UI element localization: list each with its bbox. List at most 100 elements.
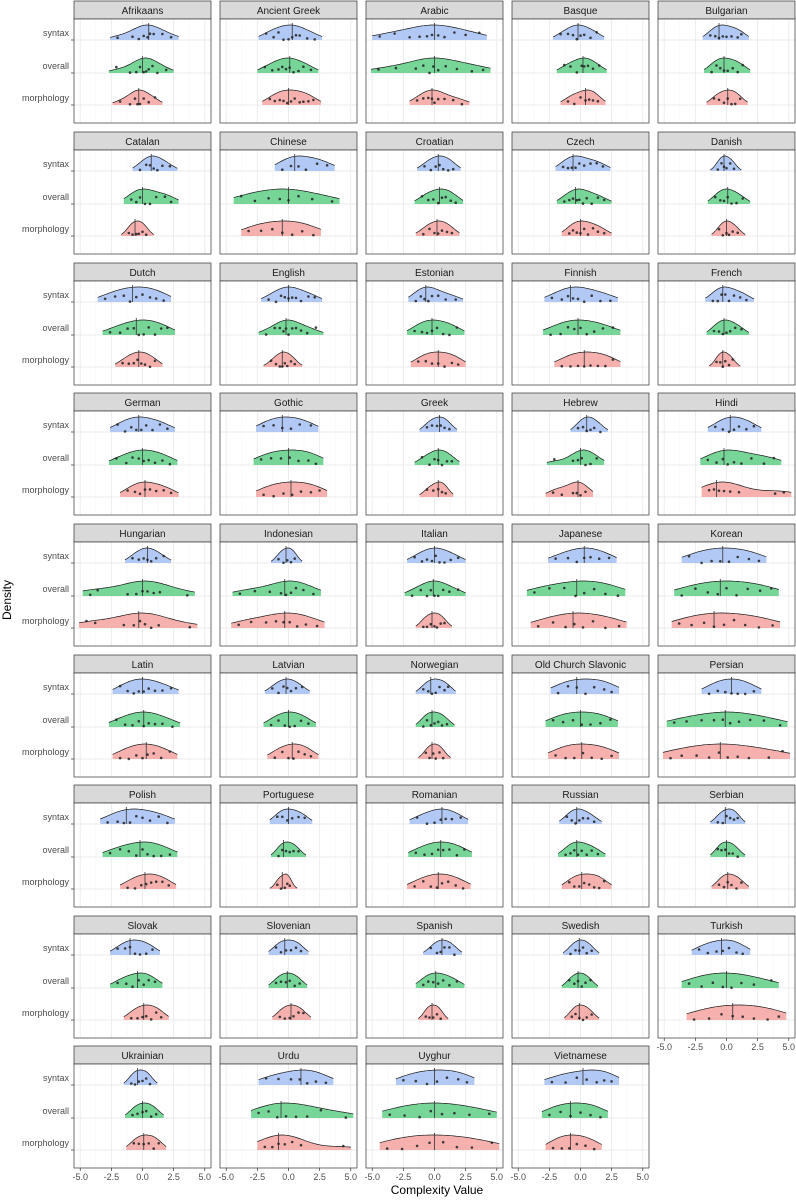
morphology-data-point [312,233,315,237]
syntax-data-point [161,689,164,692]
overall-data-point [463,848,466,851]
morphology-data-point [736,755,739,758]
panel-border [365,410,504,516]
overall-data-point [436,848,440,852]
morphology-data-point [282,620,285,624]
syntax-data-point [281,426,284,430]
overall-data-point [576,853,580,856]
morphology-data-point [743,623,747,627]
morphology-data-point [445,230,449,234]
morphology-density-ridge [409,90,470,105]
syntax-data-point [169,35,173,39]
overall-data-point [553,458,556,461]
morphology-data-point [289,360,293,363]
morphology-data-point [417,360,420,363]
syntax-data-point [727,430,731,434]
syntax-data-point [166,427,169,431]
overall-data-point [96,588,99,592]
morphology-data-point [717,227,721,231]
overall-data-point [591,67,595,70]
syntax-data-point [289,689,293,693]
panel-border [365,541,504,647]
overall-data-point [712,718,716,722]
overall-data-point [548,587,551,590]
overall-data-point [268,590,272,594]
facet-panel: Italian [365,523,504,647]
overall-data-point [559,332,562,336]
morphology-data-point [602,879,606,883]
panel-border [657,541,796,647]
y-tick-label-syntax: syntax [43,290,70,300]
overall-data-point [720,848,723,852]
syntax-density-ridge [264,679,310,694]
y-tick-label-overall: overall [42,61,69,71]
overall-data-point [433,594,436,598]
syntax-data-point [585,951,588,955]
syntax-data-point [721,35,725,38]
morphology-data-point [578,1016,581,1020]
overall-data-point [305,331,309,335]
overall-data-point [428,463,431,467]
overall-data-point [440,196,444,199]
overall-data-point [762,719,766,722]
panel-border [365,149,504,255]
syntax-data-point [415,816,419,819]
morphology-data-point [85,619,88,623]
morphology-data-point [733,102,737,106]
overall-data-point [279,980,283,983]
syntax-data-point [116,820,119,823]
overall-data-point [715,461,718,464]
overall-density-outline [707,188,751,202]
morphology-data-point [292,1015,295,1018]
syntax-data-point [286,819,289,822]
overall-data-point [602,198,606,202]
overall-data-point [425,331,429,335]
syntax-data-point [441,167,445,171]
morphology-data-point [429,885,433,888]
overall-data-point [596,852,600,856]
syntax-data-point [590,949,593,952]
overall-density-ridge [561,973,598,988]
morphology-data-point [773,492,777,495]
syntax-density-ridge [408,287,464,302]
overall-data-point [601,327,605,330]
syntax-data-point [570,819,574,822]
overall-density-outline [545,711,619,722]
syntax-data-point [436,294,440,298]
x-tick-label: -2.5 [104,1172,120,1182]
morphology-data-point [712,488,716,491]
syntax-data-point [725,814,728,818]
morphology-density-ridge [263,352,303,367]
syntax-density-ridge [681,548,767,563]
syntax-data-point [569,952,572,956]
syntax-density-outline [544,1069,620,1080]
morphology-data-point [573,622,576,626]
morphology-data-point [721,365,725,369]
overall-data-point [433,722,436,725]
morphology-data-point [433,625,436,628]
overall-data-point [432,980,435,984]
morphology-density-ridge [530,613,627,628]
panel-border [365,933,504,1039]
syntax-data-point [131,556,134,560]
overall-data-point [281,848,284,852]
facet-panel: Bulgarian [657,0,796,124]
facet-panel: Danish [657,131,796,255]
morphology-data-point [132,361,136,365]
syntax-data-point [161,164,164,168]
facet-title: Danish [711,137,742,148]
overall-data-point [293,724,297,728]
overall-data-point [125,461,128,465]
panel-border [73,541,212,647]
morphology-data-point [288,884,292,887]
syntax-data-point [582,556,586,560]
overall-data-point [440,724,444,727]
syntax-density-outline [109,416,176,429]
overall-data-point [267,197,270,200]
syntax-data-point [298,1078,302,1081]
morphology-data-point [575,1142,579,1146]
overall-data-point [168,853,172,856]
overall-data-point [711,981,715,984]
morphology-data-point [443,365,446,368]
syntax-data-point [599,430,602,434]
